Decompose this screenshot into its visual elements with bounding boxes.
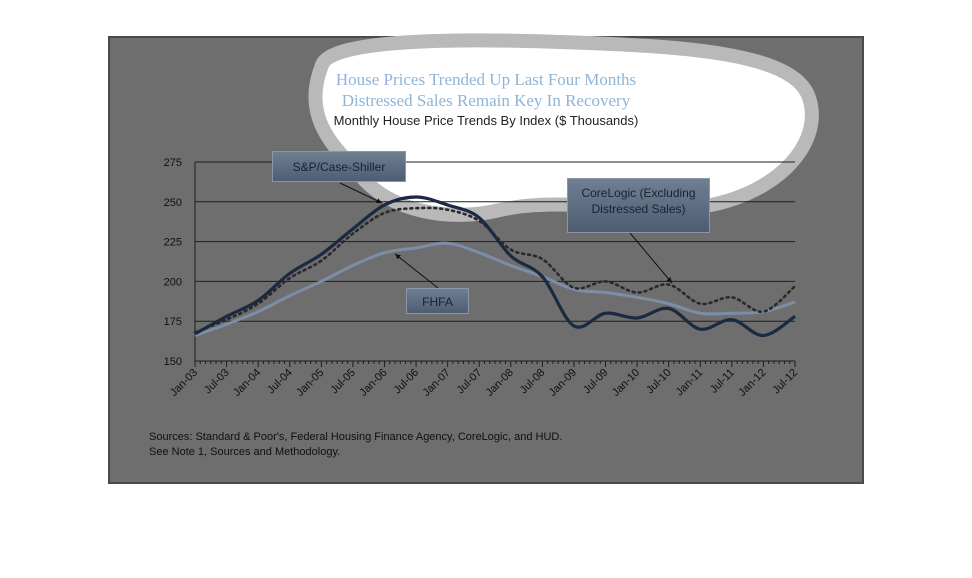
x-tick-label: Jan-10 bbox=[610, 367, 642, 399]
callout-arrows bbox=[339, 182, 673, 289]
y-tick-label: 225 bbox=[164, 237, 182, 249]
x-tick-label: Jul-10 bbox=[644, 367, 674, 397]
x-tick-label: Jul-09 bbox=[581, 367, 611, 397]
x-tick-label: Jul-07 bbox=[455, 367, 485, 397]
x-tick-label: Jan-04 bbox=[231, 367, 263, 399]
series-line-fhfa bbox=[194, 241, 796, 337]
x-tick-label: Jan-05 bbox=[294, 367, 326, 399]
x-tick-label: Jul-03 bbox=[202, 367, 232, 397]
y-tick-label: 275 bbox=[164, 157, 182, 169]
x-tick-label: Jul-05 bbox=[328, 367, 358, 397]
x-tick-label: Jan-07 bbox=[420, 367, 452, 399]
series-line-s-p-case-shiller bbox=[194, 195, 796, 338]
x-tick-label: Jan-03 bbox=[168, 367, 200, 399]
x-tick-label: Jan-11 bbox=[674, 367, 706, 399]
sources-line1: Sources: Standard & Poor's, Federal Hous… bbox=[149, 431, 563, 443]
sources-note: Sources: Standard & Poor's, Federal Hous… bbox=[149, 430, 562, 460]
corelogic-arrow bbox=[629, 232, 673, 284]
corelogic-arrow-head bbox=[666, 277, 672, 283]
fhfa-arrow-head bbox=[395, 254, 401, 260]
case-shiller-arrow bbox=[339, 182, 383, 204]
series-lines bbox=[193, 195, 797, 338]
sources-line2: See Note 1, Sources and Methodology. bbox=[149, 446, 341, 458]
y-tick-label: 175 bbox=[164, 316, 182, 328]
x-tick-label: Jan-06 bbox=[357, 367, 389, 399]
chart-title: House Prices Trended Up Last Four Months bbox=[335, 70, 637, 89]
y-tick-label: 200 bbox=[164, 276, 182, 288]
x-tick-label: Jul-12 bbox=[770, 367, 800, 397]
corelogic-callout-line2: Distressed Sales) bbox=[591, 202, 686, 216]
x-tick-label: Jan-09 bbox=[547, 367, 579, 399]
y-tick-label: 250 bbox=[164, 197, 182, 209]
case-shiller-callout: S&P/Case-Shiller bbox=[272, 151, 406, 182]
x-tick-label: Jul-06 bbox=[391, 367, 421, 397]
y-tick-label: 150 bbox=[164, 356, 182, 368]
x-tick-label: Jul-11 bbox=[708, 367, 737, 396]
chart-title-line2: Distressed Sales Remain Key In Recovery bbox=[341, 91, 631, 110]
fhfa-arrow bbox=[394, 253, 439, 289]
x-tick-label: Jul-04 bbox=[265, 367, 295, 397]
x-tick-label: Jan-12 bbox=[736, 367, 768, 399]
x-tick-label: Jan-08 bbox=[484, 367, 516, 399]
corelogic-callout: CoreLogic (Excluding Distressed Sales) bbox=[567, 178, 710, 233]
corelogic-callout-line1: CoreLogic (Excluding bbox=[581, 186, 696, 200]
title-highlight-blob bbox=[308, 33, 819, 222]
chart-subtitle: Monthly House Price Trends By Index ($ T… bbox=[333, 113, 639, 128]
case-shiller-arrow-head bbox=[376, 198, 382, 204]
fhfa-callout: FHFA bbox=[406, 288, 469, 314]
x-tick-label: Jul-08 bbox=[518, 367, 548, 397]
